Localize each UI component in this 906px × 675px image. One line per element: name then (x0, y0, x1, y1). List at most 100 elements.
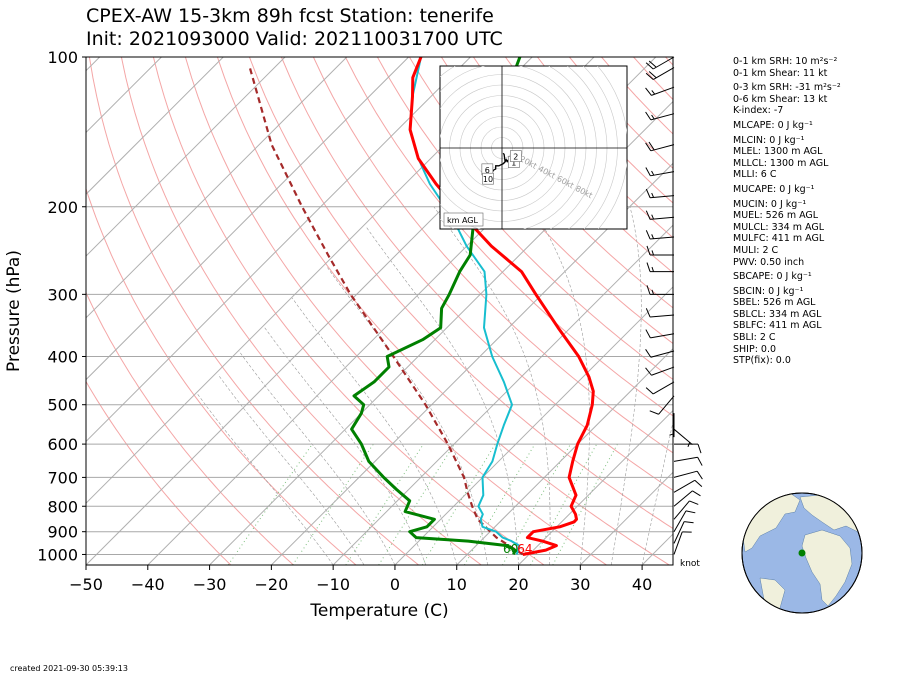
mixing-ratio-line (378, 443, 455, 565)
wind-barb-staff (650, 171, 675, 177)
plot-frame (85, 56, 674, 566)
isotherm-line (86, 57, 162, 134)
index-line: MULCL: 334 m AGL (733, 221, 825, 233)
wind-barb (673, 500, 699, 520)
dry-adiabat-line (280, 57, 673, 491)
chart-title-line1: CPEX-AW 15-3km 89h fcst Station: tenerif… (86, 5, 494, 27)
index-line: K-index: -7 (733, 105, 784, 117)
moist-adiabat-line (641, 420, 673, 565)
index-line: MLCAPE: 0 J kg⁻¹ (733, 119, 813, 131)
wind-barb (673, 490, 701, 507)
wind-barb-full (694, 479, 703, 487)
x-tick-label: 40 (632, 575, 652, 594)
wind-barb-half (651, 90, 656, 95)
mixing-ratio-line (463, 443, 536, 565)
wind-barb-staff (673, 428, 693, 446)
index-line: MLCIN: 0 J kg⁻¹ (733, 134, 805, 146)
wind-barb (649, 395, 675, 415)
wind-barb-half (651, 250, 654, 256)
hodograph-height-label: 2 (513, 153, 518, 162)
hodograph-height-label: 6 (485, 166, 490, 175)
y-tick-label: 100 (47, 48, 78, 67)
wind-barb (645, 329, 675, 339)
wind-barb-staff (650, 113, 675, 121)
x-tick-label: −50 (69, 575, 103, 594)
globe-outline (741, 492, 863, 614)
dry-adiabat-line (120, 57, 482, 565)
dry-adiabat-line (248, 57, 673, 530)
wind-barb-staff (650, 350, 675, 358)
wind-barb-staff (673, 479, 696, 493)
wind-barb-staff (651, 366, 675, 376)
isotherm-line (86, 57, 224, 195)
wind-barb-half (669, 433, 675, 436)
dry-adiabat-line (86, 291, 294, 565)
wind-barb (673, 531, 692, 555)
wind-barb (669, 413, 675, 438)
wind-barb-staff (673, 470, 698, 478)
wind-barb-full (646, 245, 651, 256)
wind-barb-full (645, 167, 651, 177)
x-tick-label: −10 (316, 575, 350, 594)
dry-adiabat-line (376, 57, 673, 381)
parcel-profile-line (248, 67, 524, 556)
dry-adiabat-line (408, 57, 673, 345)
mixing-ratio-line (421, 443, 496, 565)
index-line: STP(fix): 0.0 (733, 355, 791, 367)
surface-temperature-label: 64 (517, 542, 532, 556)
hodograph-trace (490, 152, 512, 174)
wind-barb-staff (650, 236, 675, 240)
x-tick-label: 20 (508, 575, 528, 594)
wind-barb-staff (650, 195, 675, 199)
wind-barb (645, 141, 675, 152)
wind-barb (646, 245, 674, 256)
isotherm-line (394, 286, 673, 565)
y-tick-label: 800 (47, 497, 78, 516)
index-line: 0-1 km Shear: 11 kt (733, 67, 828, 79)
wind-barb (645, 349, 675, 358)
wind-barb (673, 456, 703, 466)
temperature-profile-line (408, 57, 595, 556)
wind-barb (673, 510, 696, 532)
x-tick-label: −20 (254, 575, 288, 594)
hodograph-height-box (510, 150, 522, 162)
wind-barb-half (651, 289, 654, 295)
wind-barb-full (646, 285, 651, 295)
wind-barb-full (645, 308, 651, 318)
moist-adiabat-line (327, 267, 488, 565)
index-line: SBEL: 526 m AGL (733, 297, 816, 309)
mixing-ratio-line (227, 443, 313, 565)
wind-barb (645, 210, 675, 220)
wind-barb-full (645, 62, 654, 70)
index-line: SBLFC: 411 m AGL (733, 320, 822, 332)
wind-barb-full (645, 329, 651, 339)
wind-barb-half (651, 114, 655, 120)
wind-barb-half (687, 442, 691, 447)
wind-barb (645, 366, 675, 376)
globe-land-mass (801, 529, 853, 607)
y-tick-label: 900 (47, 523, 78, 542)
index-line: MULI: 2 C (733, 244, 779, 256)
wind-barb-staff (658, 395, 675, 415)
index-line: 0-6 km Shear: 13 kt (733, 93, 828, 105)
index-line: MUCAPE: 0 J kg⁻¹ (733, 183, 815, 195)
hodograph-legend-text: km AGL (447, 216, 479, 225)
background-lines (86, 57, 673, 565)
x-tick-label: 0 (390, 575, 400, 594)
x-tick-label: 30 (570, 575, 590, 594)
index-line: 0-3 km SRH: -31 m²s⁻² (733, 82, 841, 94)
wind-barb-staff (651, 86, 675, 96)
knot-unit-label: knot (680, 559, 700, 569)
index-line: MUEL: 526 m AGL (733, 210, 819, 222)
wind-barb-staff (652, 56, 675, 70)
wind-barb-full (645, 142, 652, 152)
isotherm-line (518, 409, 673, 565)
surface-dewpoint-label: 60 (503, 542, 518, 556)
hodograph-height-label: 10 (483, 175, 493, 184)
index-line: SHIP: 0.0 (733, 343, 777, 355)
wind-barb-full (697, 443, 702, 454)
wind-barb-half (651, 170, 655, 176)
